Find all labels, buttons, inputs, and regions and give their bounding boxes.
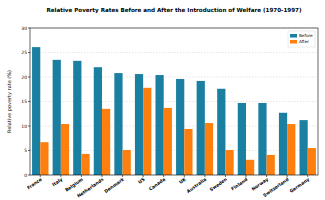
bar (114, 73, 122, 175)
y-tick-label: 5 (24, 148, 27, 153)
x-tick-label: UK (178, 176, 187, 184)
bar (164, 108, 172, 175)
bar (184, 129, 192, 175)
legend-swatch (290, 34, 297, 38)
bar (143, 88, 151, 175)
bar (94, 67, 102, 175)
x-tick-label: Italy (51, 177, 63, 188)
y-tick-label: 30 (21, 26, 27, 31)
bar (123, 150, 131, 175)
bar (225, 150, 233, 175)
x-tick-label: Denmark (103, 176, 125, 194)
x-tick-label: Canada (148, 177, 166, 192)
bar (308, 148, 316, 175)
bar (197, 81, 205, 175)
x-tick-label: US (137, 177, 146, 185)
bar (155, 75, 163, 175)
bar (299, 120, 307, 175)
x-tick-label: Sweden (209, 177, 228, 193)
legend (288, 31, 315, 47)
bar (40, 142, 48, 175)
bar (32, 47, 40, 175)
x-tick-label: France (26, 177, 43, 191)
grid-line (30, 52, 318, 53)
x-tick-label: Finland (230, 177, 248, 192)
y-axis-label: Relative poverty rate (%) (6, 70, 13, 133)
legend-label: Before (299, 33, 313, 38)
bar (279, 113, 287, 175)
bar (205, 123, 213, 175)
bar (246, 160, 254, 175)
y-tick-label: 15 (21, 99, 27, 104)
bar (61, 124, 69, 175)
bar (102, 109, 110, 175)
bar (267, 155, 275, 175)
x-tick-label: Norway (251, 177, 270, 192)
bar (73, 61, 81, 175)
x-tick-label: Australia (186, 177, 208, 194)
x-tick-label: Switzerland (262, 177, 289, 198)
x-tick-label: Germany (289, 177, 311, 194)
y-tick-label: 25 (21, 50, 27, 55)
y-tick-label: 10 (21, 124, 27, 129)
bars (32, 47, 316, 175)
legend-label: After (299, 39, 309, 44)
bar (81, 154, 89, 175)
y-tick-label: 0 (24, 173, 27, 178)
bar (287, 124, 295, 175)
bar (135, 74, 143, 175)
legend-swatch (290, 40, 297, 44)
chart: Relative Poverty Rates Before and After … (0, 0, 325, 200)
bar (176, 79, 184, 175)
x-tick-label: Netherlands (76, 177, 105, 199)
y-tick-label: 20 (21, 75, 27, 80)
bar (258, 103, 266, 175)
bar (238, 103, 246, 175)
bar (53, 60, 61, 175)
plot-frame (30, 28, 318, 175)
title: Relative Poverty Rates Before and After … (46, 7, 302, 14)
bar (217, 89, 225, 175)
